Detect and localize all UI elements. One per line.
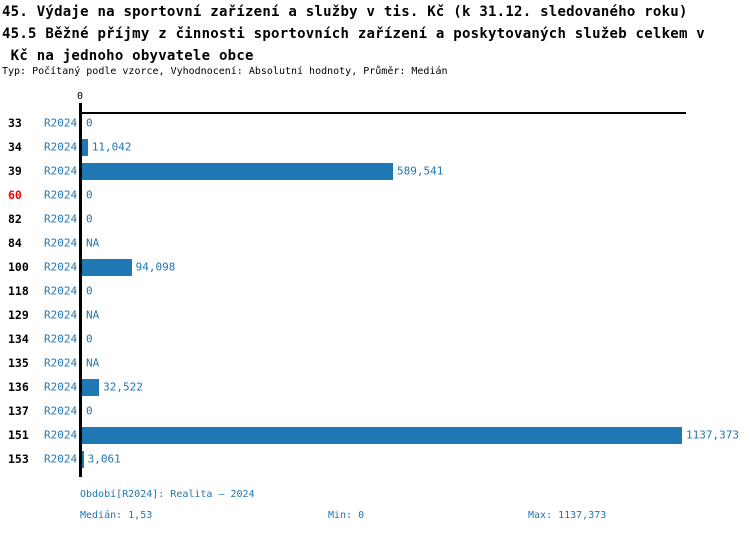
row-period-label: R2024 — [44, 428, 78, 442]
row-id-label: 39 — [8, 164, 22, 178]
row-id-label: 129 — [8, 308, 29, 322]
chart-row: 118 R2024 0 — [0, 279, 750, 303]
row-period-label: R2024 — [44, 260, 78, 274]
bar — [82, 258, 132, 276]
row-period-label: R2024 — [44, 308, 78, 322]
row-id-label: 134 — [8, 332, 29, 346]
bar-value-label: NA — [86, 356, 100, 370]
row-period-label: R2024 — [44, 332, 78, 346]
chart-row: 100 R2024 94,098 — [0, 255, 750, 279]
bar-value-label: NA — [86, 308, 100, 322]
row-period-label: R2024 — [44, 380, 78, 394]
bar — [82, 426, 682, 444]
bar — [82, 450, 84, 468]
chart-title-line-3: Kč na jednoho obyvatele obce — [2, 48, 254, 64]
row-period-label: R2024 — [44, 188, 78, 202]
footer-min: Min: 0 — [328, 510, 365, 521]
row-id-label: 118 — [8, 284, 29, 298]
bar-value-label: 3,061 — [87, 452, 121, 466]
row-id-label: 153 — [8, 452, 29, 466]
chart-row: 34 R2024 11,042 — [0, 135, 750, 159]
bar-value-label: 0 — [86, 212, 93, 226]
row-id-label: 100 — [8, 260, 29, 274]
bar — [82, 138, 88, 156]
x-axis-line — [79, 112, 686, 114]
bar — [82, 162, 393, 180]
row-period-label: R2024 — [44, 236, 78, 250]
row-id-label: 137 — [8, 404, 29, 418]
row-id-label: 84 — [8, 236, 22, 250]
chart-row: 60 R2024 0 — [0, 183, 750, 207]
chart-title-line-1: 45. Výdaje na sportovní zařízení a služb… — [2, 4, 688, 20]
bar-value-label: 0 — [86, 116, 93, 130]
bar-value-label: 589,541 — [397, 164, 444, 178]
x-axis-tick-label: 0 — [76, 91, 84, 102]
bar-value-label: 0 — [86, 188, 93, 202]
row-period-label: R2024 — [44, 116, 78, 130]
bar-value-label: 0 — [86, 404, 93, 418]
chart-row: 39 R2024 589,541 — [0, 159, 750, 183]
row-period-label: R2024 — [44, 356, 78, 370]
row-period-label: R2024 — [44, 452, 78, 466]
chart-title-line-2: 45.5 Běžné příjmy z činnosti sportovních… — [2, 26, 705, 42]
bar-value-label: 94,098 — [135, 260, 176, 274]
row-id-label: 151 — [8, 428, 29, 442]
row-period-label: R2024 — [44, 284, 78, 298]
row-id-label: 60 — [8, 188, 22, 202]
row-id-label: 34 — [8, 140, 22, 154]
row-id-label: 33 — [8, 116, 22, 130]
bar-value-label: 0 — [86, 332, 93, 346]
bar — [82, 378, 100, 396]
row-id-label: 82 — [8, 212, 22, 226]
chart-row: 82 R2024 0 — [0, 207, 750, 231]
bar-value-label: 11,042 — [91, 140, 132, 154]
chart-subtitle: Typ: Počítaný podle vzorce, Vyhodnocení:… — [2, 66, 448, 77]
chart-row: 129 R2024 NA — [0, 303, 750, 327]
chart-row: 136 R2024 32,522 — [0, 375, 750, 399]
footer-max: Max: 1137,373 — [528, 510, 607, 521]
row-id-label: 136 — [8, 380, 29, 394]
chart-row: 33 R2024 0 — [0, 111, 750, 135]
chart-row: 153 R2024 3,061 — [0, 447, 750, 471]
bar-value-label: NA — [86, 236, 100, 250]
bar-value-label: 0 — [86, 284, 93, 298]
chart-row: 135 R2024 NA — [0, 351, 750, 375]
row-period-label: R2024 — [44, 140, 78, 154]
chart-row: 151 R2024 1137,373 — [0, 423, 750, 447]
bar-value-label: 32,522 — [103, 380, 143, 394]
row-period-label: R2024 — [44, 164, 78, 178]
chart-row: 134 R2024 0 — [0, 327, 750, 351]
bar-value-label: 1137,373 — [686, 428, 739, 442]
row-id-label: 135 — [8, 356, 29, 370]
y-axis-line — [79, 103, 82, 477]
chart-row: 137 R2024 0 — [0, 399, 750, 423]
row-period-label: R2024 — [44, 212, 78, 226]
row-period-label: R2024 — [44, 404, 78, 418]
footer-period: Období[R2024]: Realita – 2024 — [80, 489, 255, 500]
chart-row: 84 R2024 NA — [0, 231, 750, 255]
footer-median: Medián: 1,53 — [80, 510, 153, 521]
